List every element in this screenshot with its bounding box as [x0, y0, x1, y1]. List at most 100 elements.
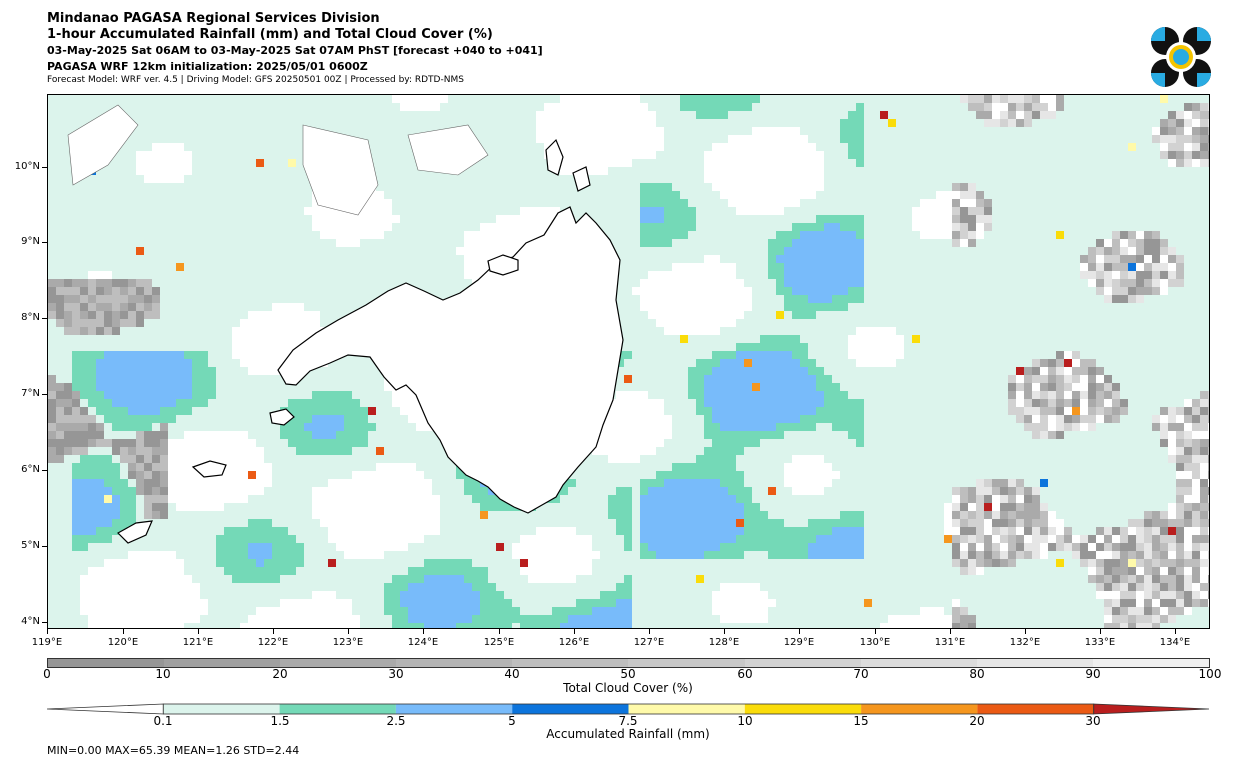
grid-cell — [696, 399, 704, 407]
grid-cell — [240, 623, 248, 628]
grid-cell — [696, 367, 704, 375]
grid-cell — [248, 479, 256, 487]
grid-cell — [400, 479, 408, 487]
grid-cell — [1184, 415, 1192, 423]
grid-cell — [800, 263, 808, 271]
grid-cell — [688, 495, 696, 503]
grid-cell — [792, 127, 800, 135]
grid-cell — [976, 535, 984, 543]
grid-cell — [752, 135, 760, 143]
grid-cell — [1192, 479, 1200, 487]
grid-cell — [1168, 583, 1176, 591]
grid-cell — [1024, 423, 1032, 431]
grid-cell — [200, 383, 208, 391]
grid-cell — [1152, 279, 1160, 287]
grid-cell — [1112, 247, 1120, 255]
grid-cell — [104, 567, 112, 575]
grid-cell — [856, 119, 864, 127]
grid-cell — [856, 151, 864, 159]
grid-cell — [784, 375, 792, 383]
grid-cell — [1208, 551, 1209, 559]
grid-cell — [88, 479, 96, 487]
grid-cell — [704, 95, 712, 103]
grid-cell — [568, 607, 576, 615]
grid-cell — [1128, 535, 1136, 543]
grid-cell — [368, 215, 376, 223]
grid-cell — [736, 103, 744, 111]
grid-cell — [232, 343, 240, 351]
grid-cell — [288, 399, 296, 407]
grid-cell — [336, 399, 344, 407]
grid-cell — [1152, 423, 1160, 431]
grid-cell — [936, 623, 944, 628]
grid-cell — [144, 423, 152, 431]
grid-cell — [176, 607, 184, 615]
grid-cell — [112, 567, 120, 575]
grid-cell — [160, 455, 168, 463]
grid-cell — [128, 599, 136, 607]
grid-cell — [160, 495, 168, 503]
grid-cell — [448, 615, 456, 623]
grid-cell — [72, 303, 80, 311]
grid-cell — [96, 527, 104, 535]
grid-cell — [736, 503, 744, 511]
grid-cell — [1056, 407, 1064, 415]
grid-cell — [632, 111, 640, 119]
grid-cell — [400, 399, 408, 407]
grid-cell — [584, 167, 592, 175]
grid-cell — [96, 455, 104, 463]
grid-cell — [664, 287, 672, 295]
grid-cell — [136, 407, 144, 415]
grid-cell — [952, 527, 960, 535]
grid-cell — [976, 103, 984, 111]
grid-cell — [240, 335, 248, 343]
grid-cell — [88, 431, 96, 439]
grid-cell — [728, 95, 736, 103]
grid-cell — [880, 327, 888, 335]
grid-cell — [936, 223, 944, 231]
grid-cell — [192, 615, 200, 623]
grid-cell — [560, 95, 568, 103]
lon-label: 123°E — [332, 637, 364, 648]
grid-cell — [952, 495, 960, 503]
grid-cell — [632, 135, 640, 143]
grid-cell — [864, 343, 872, 351]
grid-cell — [664, 199, 672, 207]
grid-cell — [1096, 559, 1104, 567]
grid-cell — [296, 311, 304, 319]
grid-cell — [136, 447, 144, 455]
grid-cell — [408, 527, 416, 535]
grid-cell — [48, 383, 56, 391]
grid-cell — [1200, 423, 1208, 431]
grid-cell — [312, 615, 320, 623]
grid-cell — [112, 559, 120, 567]
grid-cell — [264, 359, 272, 367]
grid-cell — [1056, 95, 1064, 103]
grid-cell — [504, 223, 512, 231]
grid-cell — [464, 479, 472, 487]
grid-cell — [568, 567, 576, 575]
grid-cell — [1168, 431, 1176, 439]
grid-cell — [1160, 127, 1168, 135]
grid-cell — [848, 343, 856, 351]
grid-cell — [1072, 375, 1080, 383]
lat-label: 7°N — [21, 388, 40, 399]
grid-cell — [1008, 543, 1016, 551]
grid-cell — [704, 471, 712, 479]
grid-cell — [632, 423, 640, 431]
grid-cell — [1064, 391, 1072, 399]
grid-cell — [544, 615, 552, 623]
grid-cell — [440, 599, 448, 607]
grid-cell — [984, 215, 992, 223]
grid-cell — [456, 583, 464, 591]
grid-cell — [152, 487, 160, 495]
grid-cell — [496, 623, 504, 628]
grid-cell — [1208, 583, 1209, 591]
grid-cell — [1144, 287, 1152, 295]
grid-cell — [136, 359, 144, 367]
grid-cell — [1200, 431, 1208, 439]
grid-cell — [512, 231, 520, 239]
grid-cell — [528, 559, 536, 567]
grid-cell — [720, 279, 728, 287]
grid-cell — [232, 471, 240, 479]
